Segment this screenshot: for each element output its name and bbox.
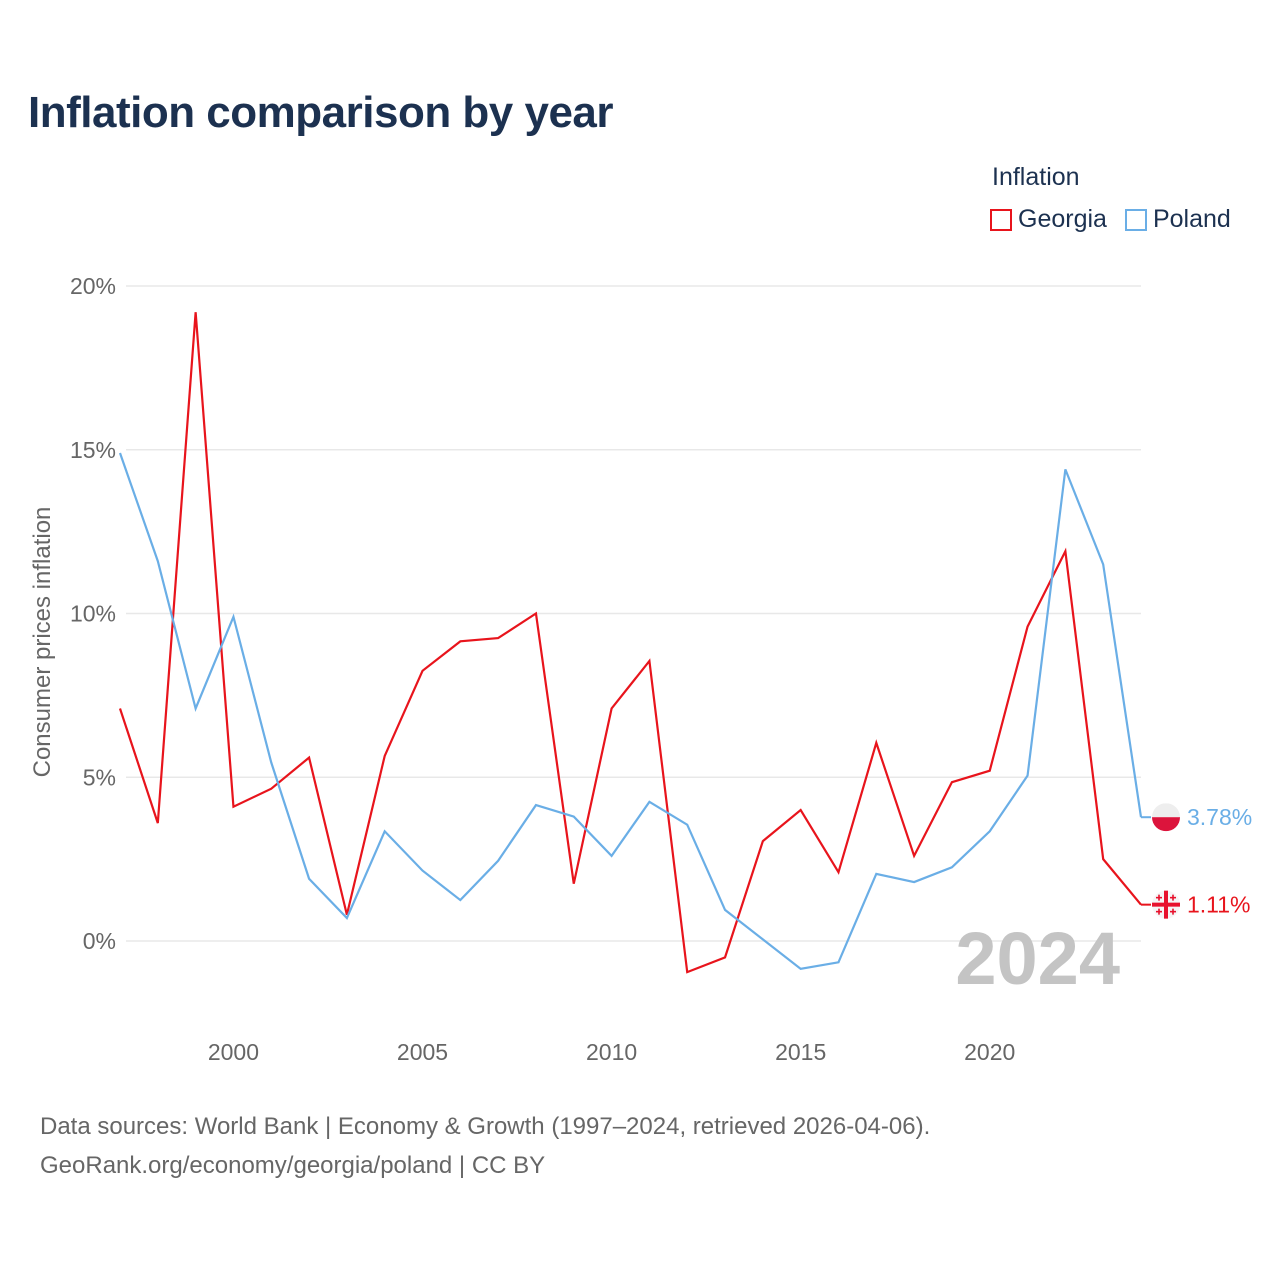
georgia-flag-icon bbox=[1152, 890, 1180, 919]
end-markers: 1.11% 3.78% bbox=[1141, 803, 1252, 919]
x-tick-label: 2015 bbox=[775, 1039, 826, 1065]
legend-swatch-georgia bbox=[990, 208, 1012, 231]
footer: Data sources: World Bank | Economy & Gro… bbox=[40, 1107, 930, 1185]
legend-label-georgia: Georgia bbox=[1018, 205, 1107, 233]
chart-title: Inflation comparison by year bbox=[28, 88, 614, 137]
legend-item-georgia[interactable]: Georgia bbox=[990, 205, 1107, 234]
y-tick-label: 5% bbox=[83, 764, 116, 790]
y-tick-label: 0% bbox=[83, 928, 116, 954]
footer-sources: Data sources: World Bank | Economy & Gro… bbox=[40, 1113, 931, 1140]
end-value-label-poland: 3.78% bbox=[1187, 804, 1252, 830]
x-tick-label: 2000 bbox=[208, 1039, 259, 1065]
y-tick-label: 20% bbox=[70, 273, 116, 299]
year-watermark: 2024 bbox=[955, 917, 1120, 1000]
y-tick-label: 10% bbox=[70, 601, 116, 627]
footer-credit: GeoRank.org/economy/georgia/poland | CC … bbox=[40, 1152, 546, 1179]
x-tick-label: 2010 bbox=[586, 1039, 637, 1065]
x-tick-label: 2020 bbox=[964, 1039, 1015, 1065]
series-lines bbox=[118, 312, 1143, 974]
y-axis-ticks: 0% 5% 10% 15% 20% bbox=[70, 273, 116, 954]
y-axis-label: Consumer prices inflation bbox=[29, 507, 56, 778]
legend-label-poland: Poland bbox=[1152, 205, 1231, 233]
poland-flag-icon bbox=[1152, 803, 1180, 832]
end-value-label-georgia: 1.11% bbox=[1187, 892, 1251, 918]
x-axis-ticks: 2000 2005 2010 2015 2020 bbox=[208, 1039, 1015, 1065]
series-line-poland[interactable] bbox=[118, 452, 1143, 971]
y-tick-label: 15% bbox=[70, 437, 116, 463]
series-line-georgia[interactable] bbox=[118, 312, 1142, 974]
legend: Georgia Poland bbox=[990, 205, 1249, 234]
legend-title: Inflation bbox=[992, 163, 1080, 191]
gridlines bbox=[126, 285, 1141, 942]
x-tick-label: 2005 bbox=[397, 1039, 448, 1065]
legend-swatch-poland bbox=[1124, 208, 1147, 231]
legend-item-poland[interactable]: Poland bbox=[1124, 205, 1231, 234]
